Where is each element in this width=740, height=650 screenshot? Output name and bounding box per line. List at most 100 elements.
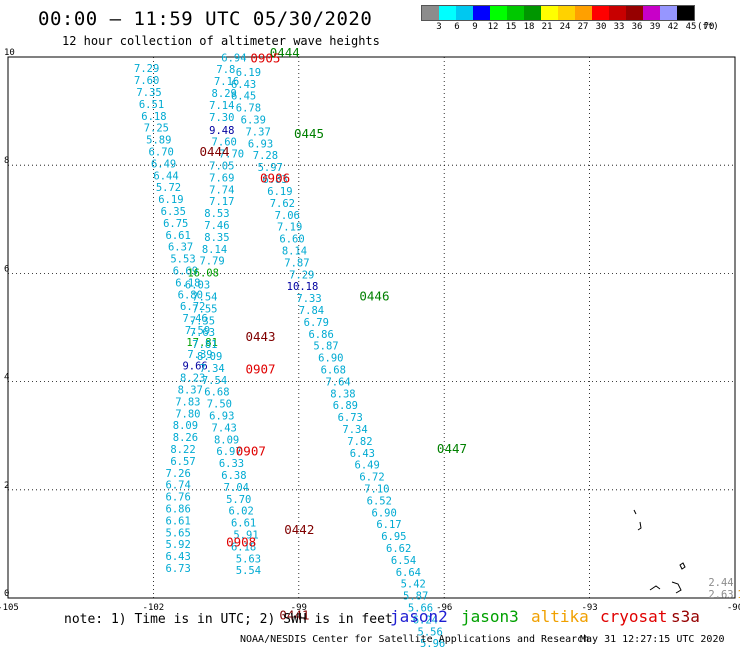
wave-height-value: 7.87 [284,257,309,269]
wave-height-value: 6.68 [204,387,229,399]
wave-height-value: 7.43 [212,422,237,434]
wave-height-value: 6.44 [153,170,178,182]
wave-height-value: 7.33 [296,293,321,305]
wave-height-value: 6.83 [262,174,287,186]
wave-height-value: 7.35 [190,315,215,327]
wave-height-value: 6.52 [367,495,392,507]
wave-height-value: 8.26 [173,432,198,444]
lon-tick-label: -99 [291,603,307,613]
credit-text: NOAA/NESDIS Center for Satellite Applica… [240,634,590,645]
lon-tick-label: -102 [143,603,165,613]
wave-height-value: 6.45 [231,91,256,103]
wave-height-value: 6.62 [386,543,411,555]
map-subtitle: 12 hour collection of altimeter wave hei… [62,34,380,48]
wave-height-value: 6.64 [396,567,421,579]
wave-height-value: 5.87 [313,341,338,353]
wave-height-value: 7.55 [192,303,217,315]
map-frame [7,56,736,599]
wave-height-value: 6.68 [321,364,346,376]
color-scale-tick: 15 [505,22,517,32]
wave-height-value: 8.37 [178,385,203,397]
wave-height-value: 6.39 [241,115,266,127]
wave-height-value: 8.14 [282,245,307,257]
color-swatch [558,6,575,20]
wave-height-value: 6.17 [376,519,401,531]
wave-height-value: 7.19 [277,222,302,234]
wave-height-value: 7.14 [209,100,234,112]
pass-time-label: 0443 [245,329,275,344]
wave-height-value: 8.38 [330,388,355,400]
wave-height-value: 7.17 [209,196,234,208]
wave-height-value: 7.06 [275,210,300,222]
wave-height-value: 7.83 [175,396,200,408]
color-swatch [592,6,609,20]
color-scale-tick: 33 [613,22,625,32]
wave-height-value: 5.87 [403,591,428,603]
wave-height-value: 6.90 [318,353,343,365]
color-swatch [541,6,558,20]
lat-tick-label: 4 [4,373,9,383]
color-scale-tick: 12 [487,22,499,32]
wave-height-value: 17.81 [186,337,218,349]
pass-time-label: 0906 [260,171,290,186]
color-scale-tick: 70 [703,22,715,32]
lon-tick-label: -93 [581,603,597,613]
pass-time-label: 0908 [226,535,256,550]
wave-height-value: 7.63 [190,327,215,339]
wave-height-value: 7.30 [209,112,234,124]
wave-height-value: 6.35 [161,206,186,218]
wave-height-value: 6.38 [221,470,246,482]
lat-tick-label: 2 [4,481,9,491]
color-swatch [456,6,473,20]
wave-height-value: 9.48 [209,125,234,137]
island-shape [633,509,642,531]
pass-time-label: 0444 [270,45,300,60]
wave-height-value: 6.54 [391,555,416,567]
wave-height-value: 5.96 [420,638,445,650]
wave-height-value: 7.84 [299,305,324,317]
pass-time-label: 0441 [279,608,309,623]
wave-height-value: 8.23 [180,373,205,385]
wave-height-value: 7.8 [216,64,235,76]
color-scale-tick: 6 [454,22,460,32]
wave-height-value: 6.61 [166,230,191,242]
wave-height-value: 16.08 [187,268,219,280]
wave-height-value: 10.18 [287,281,319,293]
wave-height-value: 6.02 [229,506,254,518]
wave-height-value: 6.78 [236,103,261,115]
wave-height-value: 6.33 [219,458,244,470]
wave-height-value: 7.16 [214,76,239,88]
wave-height-value: 6.19 [267,186,292,198]
wave-height-value: 7.26 [166,468,191,480]
wave-height-value: 5.54 [236,565,261,577]
wave-height-value: 5.89 [146,135,171,147]
pass-time-label: 0444 [199,144,229,159]
color-scale-tick: 45 [685,22,697,32]
color-swatch [473,6,490,20]
wave-height-value: 5.91 [233,529,258,541]
wave-height-value: 7.29 [289,269,314,281]
wave-height-value: 5.63 [236,553,261,565]
wave-height-value: 2.44 [708,577,733,589]
wave-height-value: 7.34 [199,363,224,375]
wave-height-value: 6.73 [338,412,363,424]
wave-height-value: 8.29 [212,88,237,100]
wave-height-value: 11 [737,589,740,601]
pass-time-label: 0445 [294,126,324,141]
wave-height-value: 8.09 [214,434,239,446]
wave-height-value: 6.74 [166,480,191,492]
color-swatch [490,6,507,20]
wave-height-value: 7.74 [209,184,234,196]
wave-height-value: 7.25 [144,123,169,135]
wave-height-value: 6.49 [355,460,380,472]
wave-height-value: 7.60 [134,75,159,87]
wave-height-value: 6.72 [359,472,384,484]
wave-height-value: 8.53 [204,208,229,220]
color-scale-tick: 24 [559,22,571,32]
wave-height-value: 8.14 [202,244,227,256]
wave-height-value: 6.90 [372,507,397,519]
wave-height-value: 7.04 [224,482,249,494]
wave-height-value: 6.93 [209,410,234,422]
wave-height-value: 8.35 [204,232,229,244]
pass-time-label: 0905 [250,50,280,65]
